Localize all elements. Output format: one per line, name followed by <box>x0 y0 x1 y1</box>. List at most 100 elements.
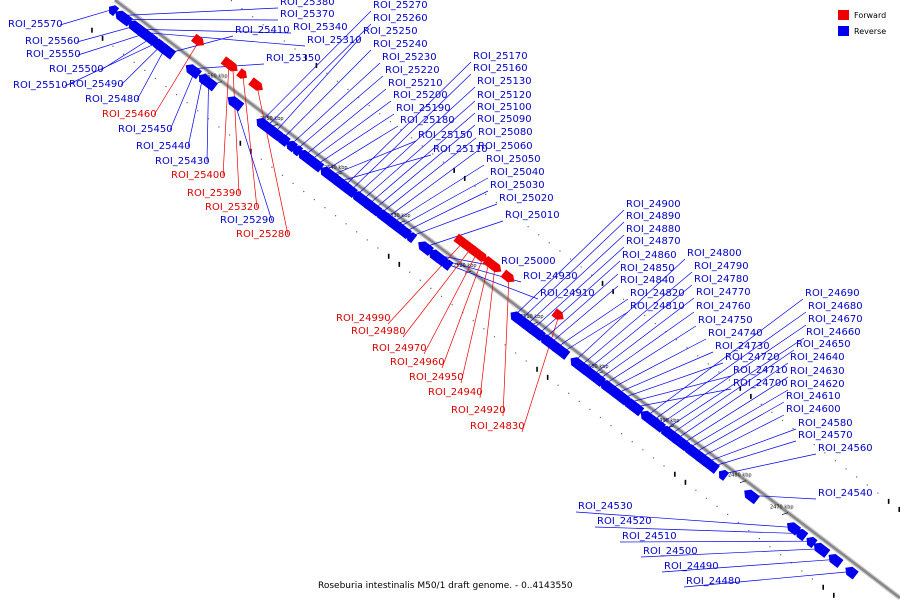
gene-label[interactable]: ROI_24770 <box>696 287 751 298</box>
gene-label[interactable]: ROI_25030 <box>490 180 545 191</box>
gene-label[interactable]: ROI_25380 <box>280 0 335 8</box>
gene-label[interactable]: ROI_24880 <box>626 224 681 235</box>
gene-arrow[interactable] <box>842 564 859 580</box>
gene-label[interactable]: ROI_24950 <box>409 372 464 383</box>
gene-label[interactable]: ROI_24920 <box>451 405 506 416</box>
gene-label[interactable]: ROI_25260 <box>373 13 428 24</box>
gene-label[interactable]: ROI_25150 <box>418 130 473 141</box>
gene-arrow[interactable] <box>236 68 249 81</box>
gene-arrow[interactable] <box>440 257 454 271</box>
gene-arrow[interactable] <box>199 74 218 92</box>
gene-arrow[interactable] <box>705 459 720 474</box>
gene-label[interactable]: ROI_25400 <box>171 170 226 181</box>
gene-label[interactable]: ROI_25050 <box>486 154 541 165</box>
gene-arrow[interactable] <box>741 487 760 505</box>
gene-label[interactable]: ROI_25240 <box>373 39 428 50</box>
gene-label[interactable]: ROI_24740 <box>708 328 763 339</box>
gene-label[interactable]: ROI_25290 <box>220 215 275 226</box>
gene-label[interactable]: ROI_24890 <box>626 211 681 222</box>
gene-label[interactable]: ROI_24750 <box>698 315 753 326</box>
gene-label[interactable]: ROI_25490 <box>69 79 124 90</box>
gene-label[interactable]: ROI_25270 <box>373 0 428 11</box>
gene-label[interactable]: ROI_24910 <box>540 288 595 299</box>
gene-arrow[interactable] <box>625 398 645 417</box>
gene-label[interactable]: ROI_25160 <box>473 63 528 74</box>
gene-arrow[interactable] <box>811 540 831 558</box>
gene-label[interactable]: ROI_25080 <box>478 127 533 138</box>
gene-arrow[interactable] <box>404 230 418 244</box>
gene-arrow[interactable] <box>309 157 325 173</box>
gene-label[interactable]: ROI_24870 <box>626 236 681 247</box>
gene-label[interactable]: ROI_24680 <box>808 301 863 312</box>
gene-label[interactable]: ROI_24990 <box>336 313 391 324</box>
gene-arrow[interactable] <box>615 390 631 406</box>
gene-label[interactable]: ROI_25570 <box>8 19 63 30</box>
gene-arrow[interactable] <box>716 467 730 481</box>
gene-label[interactable]: ROI_25010 <box>505 210 560 221</box>
gene-label[interactable]: ROI_24600 <box>786 404 841 415</box>
gene-arrow[interactable] <box>225 59 240 74</box>
gene-label[interactable]: ROI_25210 <box>388 78 443 89</box>
gene-label[interactable]: ROI_24700 <box>733 378 788 389</box>
gene-label[interactable]: ROI_25090 <box>477 114 532 125</box>
gene-label[interactable]: ROI_24980 <box>351 326 406 337</box>
gene-arrow[interactable] <box>191 33 207 49</box>
gene-label[interactable]: ROI_24730 <box>715 341 770 352</box>
gene-label[interactable]: ROI_25190 <box>396 103 451 114</box>
gene-arrow[interactable] <box>343 183 358 199</box>
gene-label[interactable]: ROI_24800 <box>687 248 742 259</box>
gene-arrow[interactable] <box>336 178 353 195</box>
gene-arrow[interactable] <box>591 372 606 387</box>
gene-arrow[interactable] <box>651 418 666 433</box>
gene-arrow[interactable] <box>397 225 412 240</box>
gene-arrow[interactable] <box>555 345 571 360</box>
gene-label[interactable]: ROI_25040 <box>490 167 545 178</box>
gene-label[interactable]: ROI_24760 <box>696 301 751 312</box>
gene-arrow[interactable] <box>584 367 601 384</box>
gene-label[interactable]: ROI_24670 <box>808 314 863 325</box>
gene-label[interactable]: ROI_24570 <box>798 430 853 441</box>
gene-label[interactable]: ROI_25120 <box>477 90 532 101</box>
gene-label[interactable]: ROI_25180 <box>400 115 455 126</box>
gene-arrow[interactable] <box>183 61 199 77</box>
gene-arrow[interactable] <box>644 413 661 429</box>
gene-arrow[interactable] <box>134 24 152 41</box>
gene-label[interactable]: ROI_25100 <box>477 102 532 113</box>
gene-label[interactable]: ROI_25250 <box>363 26 418 37</box>
gene-label[interactable]: ROI_24630 <box>790 366 845 377</box>
gene-arrow[interactable] <box>248 77 265 93</box>
gene-arrow[interactable] <box>551 308 566 322</box>
gene-label[interactable]: ROI_24510 <box>622 531 677 542</box>
gene-label[interactable]: ROI_24480 <box>686 576 741 587</box>
gene-label[interactable]: ROI_24540 <box>818 488 873 499</box>
gene-label[interactable]: ROI_25320 <box>205 202 260 213</box>
gene-label[interactable]: ROI_24940 <box>428 387 483 398</box>
gene-label[interactable]: ROI_24960 <box>390 357 445 368</box>
gene-label[interactable]: ROI_25460 <box>102 109 157 120</box>
gene-label[interactable]: ROI_24620 <box>790 379 845 390</box>
gene-label[interactable]: ROI_24610 <box>786 391 841 402</box>
gene-label[interactable]: ROI_25390 <box>187 188 242 199</box>
gene-label[interactable]: ROI_24490 <box>664 561 719 572</box>
gene-label[interactable]: ROI_24690 <box>805 288 860 299</box>
gene-arrow[interactable] <box>698 454 715 470</box>
gene-label[interactable]: ROI_25340 <box>293 22 348 33</box>
gene-label[interactable]: ROI_25410 <box>235 25 290 36</box>
gene-arrow[interactable] <box>106 3 120 17</box>
gene-arrow[interactable] <box>433 252 449 267</box>
gene-label[interactable]: ROI_24820 <box>630 288 685 299</box>
gene-label[interactable]: ROI_25510 <box>13 80 68 91</box>
gene-arrow[interactable] <box>475 250 490 265</box>
gene-arrow[interactable] <box>367 201 383 217</box>
gene-label[interactable]: ROI_25110 <box>433 144 488 155</box>
gene-label[interactable]: ROI_25350 <box>266 53 321 64</box>
gene-label[interactable]: ROI_24640 <box>790 352 845 363</box>
gene-label[interactable]: ROI_25020 <box>499 193 554 204</box>
gene-arrow[interactable] <box>804 534 818 549</box>
gene-label[interactable]: ROI_25230 <box>382 52 437 63</box>
gene-label[interactable]: ROI_25480 <box>85 94 140 105</box>
gene-label[interactable]: ROI_25130 <box>477 76 532 87</box>
gene-label[interactable]: ROI_25370 <box>280 9 335 20</box>
gene-arrow[interactable] <box>163 46 177 60</box>
